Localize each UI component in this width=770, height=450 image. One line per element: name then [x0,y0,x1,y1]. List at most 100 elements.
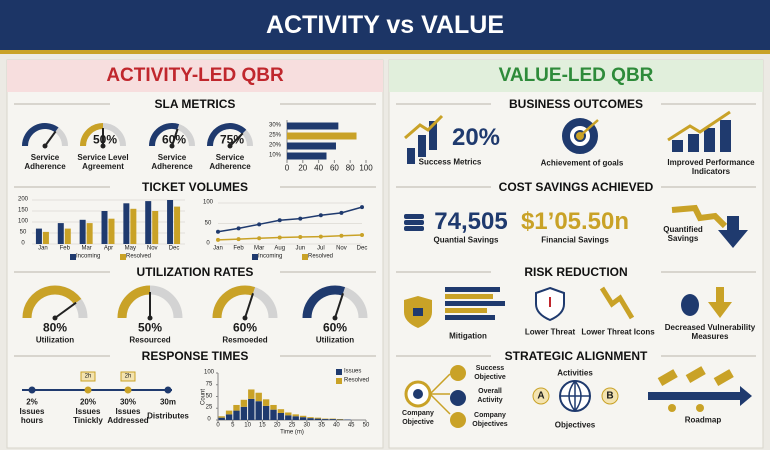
x-tick-label: Apr [103,245,114,252]
gauge-value [207,123,247,147]
x-tick-label: Aug [274,245,286,252]
point [277,235,282,240]
right-head [389,60,763,92]
point-label: Distributes [147,411,189,421]
icon [404,214,424,219]
x-tick-label: 25 [288,422,296,429]
legend-label: Resolved [308,253,334,260]
y-tick-label: 25 [205,404,213,411]
point-label: Issues Tinickly [73,407,103,425]
gauge-label: Utilization [35,335,75,345]
gauge-value [302,285,346,319]
icon [671,204,728,229]
x-tick-label: Dec [356,245,368,252]
item-label: Lower Threat Icons [581,327,655,337]
icon [688,134,699,152]
x-tick-label: 20 [273,422,281,429]
point-label: Issues hours [19,407,45,425]
bar [101,211,108,244]
y-tick-label: 100 [203,369,214,376]
icon [445,308,487,313]
x-tick-label: 30 [303,422,311,429]
bar [130,208,137,244]
hist-bar [240,399,248,407]
legend-label: Resolved [344,377,370,384]
point [360,232,364,237]
y-tick-label: 100 [17,218,28,225]
hist-bar [322,419,329,420]
y-tick-label: 75 [205,381,213,388]
point [277,218,282,223]
icon [672,140,683,152]
icon [560,380,590,412]
point-value: 30% [119,397,136,407]
x-tick-label: 35 [318,422,325,429]
point-value: 30m [159,397,176,407]
icon [657,369,678,386]
x-tick-label: Feb [233,245,244,252]
bar [145,201,152,244]
x-tick-label: 45 [347,422,355,429]
icon [696,404,704,412]
icon [667,110,731,142]
bar [57,223,64,244]
gauge-label: Service Adherence [151,153,193,171]
point [257,236,262,241]
gauge-number: 80% [42,320,68,335]
bar [287,152,327,160]
legend-label: Incoming [76,253,101,260]
item-label: Quantial Savings [433,235,499,245]
timeline-dot [28,386,36,394]
align-label: Company Objective [402,410,434,426]
bar [79,219,86,244]
icon [450,365,466,381]
hist-bar [233,404,240,411]
item-label: Improved Performance Indicators [667,158,755,176]
x-tick-label: Jul [317,245,325,252]
line [217,234,363,241]
gauge-value [212,285,256,319]
gauge-needle [44,130,57,147]
x-tick-label: 50 [362,422,370,429]
metric: 20% [451,124,501,151]
y-tick-label: 100 [202,199,213,206]
section-title: BUSINESS OUTCOMES [491,97,661,111]
x-tick-label: Dec [168,245,180,252]
gauge-value [80,123,104,147]
page-title: ACTIVITY vs VALUE [265,11,504,39]
y-tick-label: 200 [17,196,28,203]
legend-label: Resolved [126,253,152,260]
legend-swatch [302,254,308,260]
hist-bar [285,415,292,420]
x-tick-label: Nov [146,245,158,252]
timeline-dot [124,386,132,394]
x-tick-label: 20 [298,163,308,173]
align-label: Company Objectives [472,412,508,428]
gauge-label: Service Adherence [24,153,66,171]
y-tick-label: 0 [207,416,211,423]
bar [123,203,130,244]
icon [445,294,493,299]
legend-swatch [252,254,258,260]
gauge-value [22,285,82,319]
gauge-value [22,123,59,147]
x-tick-label: Jan [38,245,48,252]
hist-bar [262,405,270,420]
icon [720,120,731,152]
gauge-value [117,285,151,319]
header-rule [0,50,770,54]
bar [86,223,93,244]
metric: 74,505 [434,208,508,235]
hist-bar [255,392,262,402]
icon [727,216,739,230]
icon [404,226,424,231]
align-label: Overall Activity [477,388,503,404]
point-label: Issues Addressed [107,407,149,425]
align-label: Activities [557,368,593,378]
tag-label: 2h [124,373,132,379]
gauge-label: Resourced [129,335,171,345]
align-label: Objectives [554,420,596,430]
gauge-number: 60% [232,320,258,335]
legend-label: Incoming [258,253,283,260]
